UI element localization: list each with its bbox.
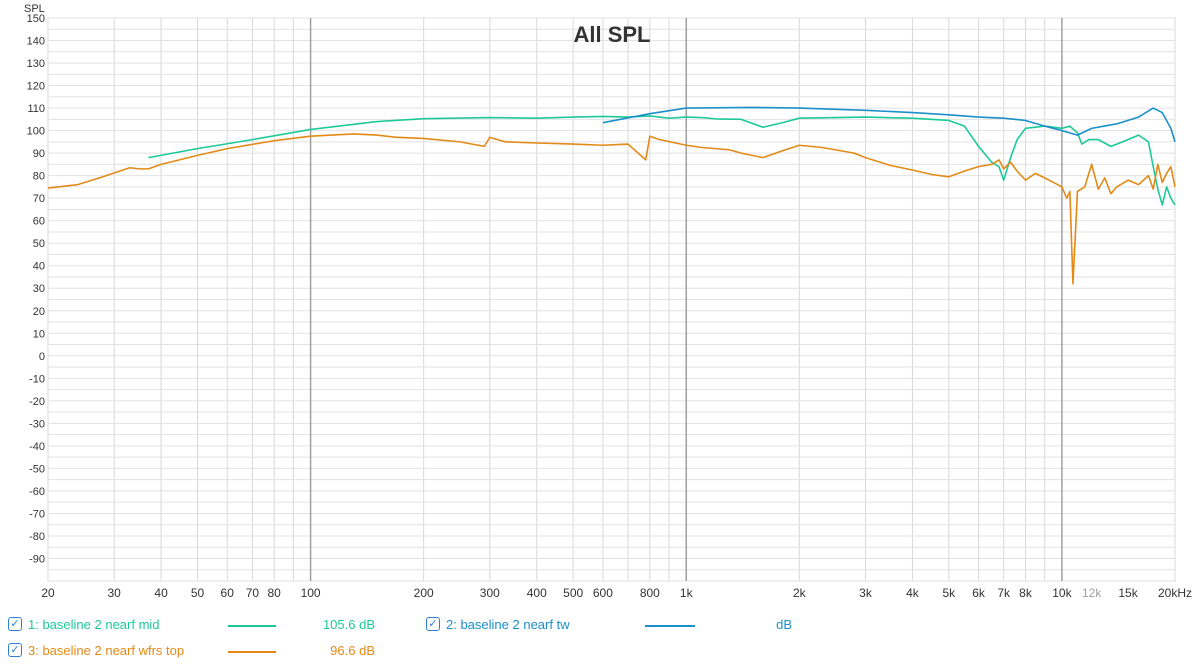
- spl-plot: 1501401301201101009080706050403020100-10…: [24, 3, 1192, 600]
- x-tick-label: 7k: [997, 586, 1011, 600]
- legend-label: 2: baseline 2 nearf tw: [446, 616, 570, 632]
- y-tick-label: -10: [29, 373, 45, 385]
- series-line-3: [47, 133, 1176, 285]
- y-axis-label: SPL: [24, 3, 45, 15]
- legend-swatch-series-2: [645, 625, 695, 627]
- legend-swatch-series-1: [228, 625, 276, 627]
- y-tick-label: -80: [29, 531, 45, 543]
- y-tick-label: 90: [33, 148, 45, 160]
- x-axis-ticks: 20 30 40 50 60 70 80 100 200 300 400 500 600 800 1k 2k 3…: [41, 586, 1192, 600]
- x-tick-label: 2k: [793, 586, 807, 600]
- y-tick-label: -30: [29, 418, 45, 430]
- x-tick-label: 4k: [906, 586, 920, 600]
- x-tick-label: 400: [527, 586, 547, 600]
- y-tick-label: 60: [33, 216, 45, 228]
- y-tick-label: 120: [27, 81, 45, 93]
- x-tick-label: 1k: [680, 586, 694, 600]
- y-tick-label: -60: [29, 486, 45, 498]
- x-tick-label: 600: [593, 586, 613, 600]
- y-tick-label: 20: [33, 306, 45, 318]
- x-tick-label: 20kHz: [1158, 586, 1192, 600]
- legend-value: 96.6 dB: [330, 643, 375, 658]
- y-tick-label: 10: [33, 328, 45, 340]
- y-tick-label: 0: [39, 351, 45, 363]
- x-tick-label: 12k: [1082, 586, 1102, 600]
- legend-swatch-series-3: [228, 651, 276, 653]
- chart-title: All SPL: [573, 22, 650, 47]
- x-tick-label: 50: [191, 586, 205, 600]
- legend-item-series-1[interactable]: ✓ 1: baseline 2 nearf mid: [8, 614, 160, 634]
- legend-item-series-2[interactable]: ✓ 2: baseline 2 nearf tw: [426, 614, 570, 634]
- x-tick-label: 500: [563, 586, 583, 600]
- x-tick-label: 800: [640, 586, 660, 600]
- y-tick-label: 150: [27, 13, 45, 25]
- y-axis-ticks: 1501401301201101009080706050403020100-10…: [27, 13, 45, 565]
- x-tick-label: 10k: [1052, 586, 1072, 600]
- x-tick-label: 80: [267, 586, 281, 600]
- y-tick-label: -40: [29, 441, 45, 453]
- y-tick-label: 140: [27, 36, 45, 48]
- checkbox-icon[interactable]: ✓: [426, 617, 440, 631]
- x-tick-label: 20: [41, 586, 55, 600]
- series-line-2: [602, 106, 1176, 143]
- series-curves: [47, 106, 1176, 285]
- x-tick-label: 100: [301, 586, 321, 600]
- legend-value: dB: [776, 617, 792, 632]
- y-tick-label: 50: [33, 238, 45, 250]
- x-tick-label: 3k: [859, 586, 873, 600]
- x-tick-label: 5k: [942, 586, 956, 600]
- legend-label: 3: baseline 2 nearf wfrs top: [28, 642, 185, 658]
- y-tick-label: 40: [33, 261, 45, 273]
- checkbox-icon[interactable]: ✓: [8, 617, 22, 631]
- y-tick-label: -50: [29, 463, 45, 475]
- legend: ✓ 1: baseline 2 nearf mid 105.6 dB ✓ 2: …: [0, 612, 1200, 665]
- y-tick-label: -20: [29, 396, 45, 408]
- y-tick-label: 100: [27, 126, 45, 138]
- x-tick-label: 60: [221, 586, 235, 600]
- y-tick-label: -90: [29, 553, 45, 565]
- y-tick-label: 80: [33, 171, 45, 183]
- y-tick-label: -70: [29, 508, 45, 520]
- y-tick-label: 70: [33, 193, 45, 205]
- legend-label: 1: baseline 2 nearf mid: [28, 616, 160, 632]
- x-tick-label: 70: [246, 586, 260, 600]
- x-tick-label: 300: [480, 586, 500, 600]
- y-tick-label: 30: [33, 283, 45, 295]
- legend-value: 105.6 dB: [322, 617, 375, 632]
- x-tick-label: 40: [154, 586, 168, 600]
- x-tick-label: 200: [414, 586, 434, 600]
- x-tick-label: 15k: [1118, 586, 1138, 600]
- major-grid: [309, 18, 1063, 581]
- y-tick-label: 130: [27, 58, 45, 70]
- x-tick-label: 6k: [972, 586, 986, 600]
- checkbox-icon[interactable]: ✓: [8, 643, 22, 657]
- legend-item-series-3[interactable]: ✓ 3: baseline 2 nearf wfrs top: [8, 640, 184, 660]
- y-tick-label: 110: [27, 103, 45, 115]
- x-tick-label: 8k: [1019, 586, 1033, 600]
- series-line-1: [148, 115, 1176, 206]
- x-tick-label: 30: [107, 586, 121, 600]
